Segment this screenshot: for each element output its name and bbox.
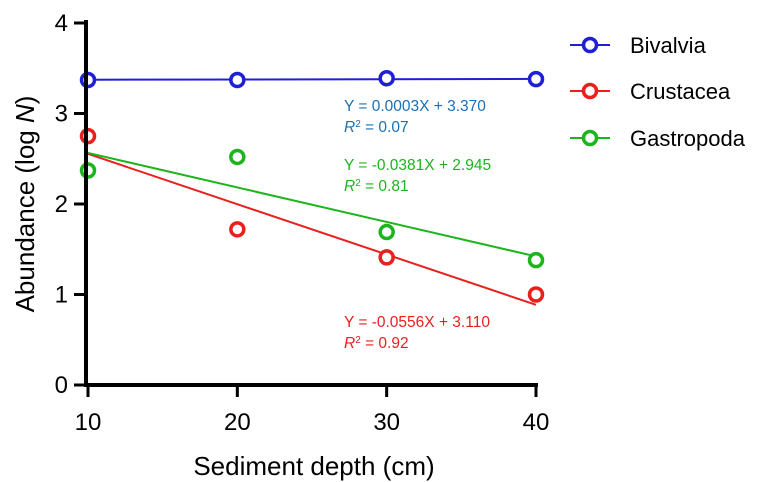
r-squared-exponent: 2 [355, 178, 361, 189]
equation-crustacea: Y = -0.0556X + 3.110 [344, 314, 490, 331]
fit-line-bivalvia [87, 77, 537, 81]
y-tick-label: 2 [55, 191, 68, 218]
r-squared-value: = 0.92 [361, 335, 409, 352]
legend-label-crustacea: Crustacea [630, 79, 731, 104]
data-point-gastropoda [229, 148, 246, 166]
x-axis-label: Sediment depth (cm) [193, 451, 434, 481]
x-tick-label: 40 [523, 409, 550, 436]
x-tick-label: 30 [373, 409, 400, 436]
r-squared-symbol: R [344, 119, 355, 136]
data-point-bivalvia [378, 69, 395, 87]
fit-line-crustacea [87, 152, 537, 306]
legend-marker-bivalvia [581, 36, 599, 54]
r-squared-crustacea: R2 = 0.92 [344, 335, 409, 353]
r-squared-symbol: R [344, 178, 355, 195]
r-squared-value: = 0.07 [361, 119, 409, 136]
y-axis-label-close: ) [10, 96, 40, 105]
data-point-bivalvia [229, 71, 246, 89]
y-tick-label: 4 [55, 10, 68, 37]
data-point-crustacea [229, 221, 246, 238]
r-squared-value: = 0.81 [361, 178, 409, 195]
y-tick-label: 3 [55, 101, 68, 128]
data-point-bivalvia [527, 70, 545, 88]
r-squared-symbol: R [344, 335, 355, 352]
y-axis-label: Abundance (log N) [10, 96, 40, 313]
r-squared-exponent: 2 [355, 119, 361, 130]
y-tick-label: 0 [55, 372, 68, 399]
data-point-crustacea [527, 286, 545, 303]
legend-marker-crustacea [581, 82, 599, 100]
x-tick-label: 10 [75, 409, 102, 436]
data-point-crustacea [378, 249, 395, 266]
y-axis-label-main: Abundance (log [10, 123, 40, 312]
legend-marker-gastropoda [581, 129, 599, 147]
r-squared-bivalvia: R2 = 0.07 [344, 119, 409, 137]
x-tick-label: 20 [224, 409, 251, 436]
y-axis-label-italic: N [10, 104, 40, 123]
r-squared-gastropoda: R2 = 0.81 [344, 178, 409, 196]
legend-label-bivalvia: Bivalvia [630, 33, 707, 58]
y-tick-label: 1 [55, 282, 68, 309]
data-point-gastropoda [378, 223, 395, 241]
r-squared-exponent: 2 [355, 335, 361, 346]
equation-gastropoda: Y = -0.0381X + 2.945 [344, 157, 491, 174]
fit-line-gastropoda [87, 151, 537, 258]
legend-label-gastropoda: Gastropoda [630, 126, 746, 151]
data-point-gastropoda [527, 251, 545, 269]
equation-bivalvia: Y = 0.0003X + 3.370 [344, 98, 486, 115]
